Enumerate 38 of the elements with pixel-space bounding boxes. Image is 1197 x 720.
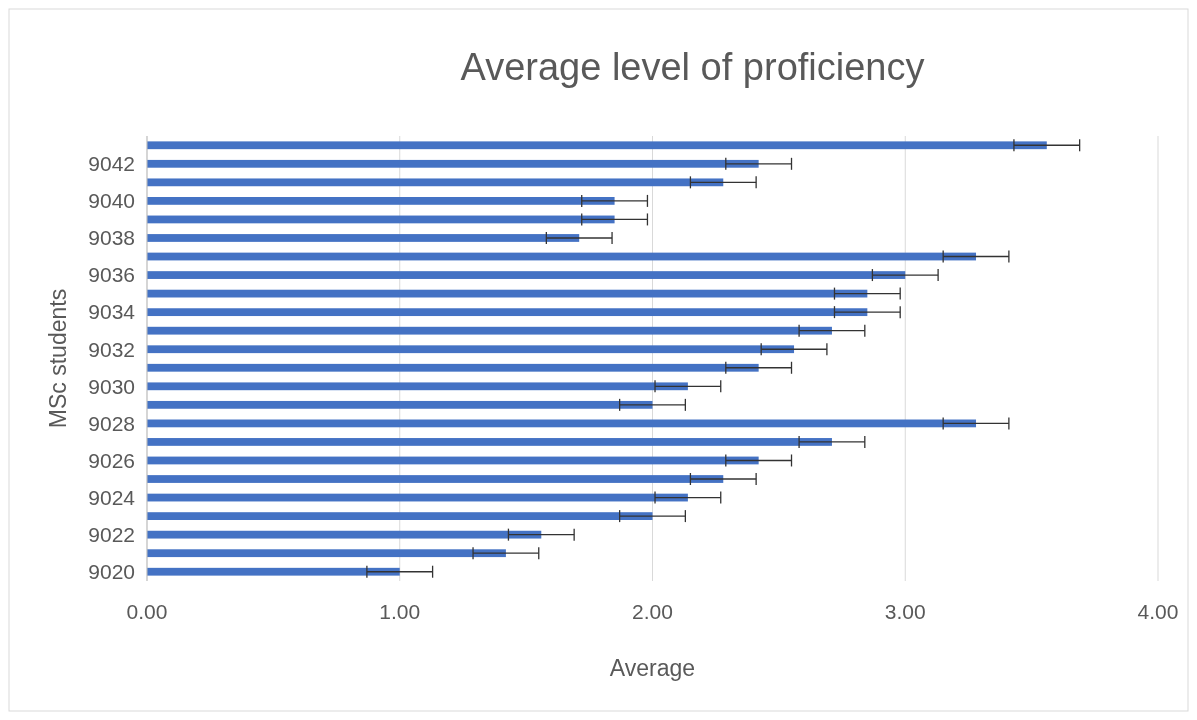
y-tick-label: 9022 bbox=[88, 523, 135, 546]
y-tick-label: 9024 bbox=[88, 485, 136, 509]
y-axis-title: MSc students bbox=[45, 288, 71, 429]
bar bbox=[147, 234, 580, 242]
y-tick-label: 9038 bbox=[88, 226, 135, 250]
y-tick-label: 9034 bbox=[88, 300, 136, 324]
y-tick-label: 9040 bbox=[88, 189, 135, 213]
y-tick-label: 9030 bbox=[88, 374, 135, 398]
bar bbox=[147, 567, 400, 576]
bar bbox=[147, 345, 795, 354]
bar bbox=[147, 159, 759, 168]
bar bbox=[147, 512, 653, 520]
x-tick-label: 1.00 bbox=[379, 600, 421, 623]
x-tick-label: 0.00 bbox=[126, 600, 168, 623]
bar bbox=[147, 382, 688, 391]
bar bbox=[147, 400, 653, 409]
y-tick-label: 9020 bbox=[88, 560, 135, 584]
bar bbox=[147, 271, 906, 279]
bar bbox=[147, 308, 868, 317]
bar bbox=[147, 326, 832, 335]
bar bbox=[147, 549, 506, 558]
x-tick-label: 4.00 bbox=[1137, 600, 1179, 623]
x-tick-label: 2.00 bbox=[632, 600, 673, 623]
bar bbox=[147, 438, 832, 446]
y-tick-label: 9032 bbox=[88, 337, 135, 361]
x-tick-label: 3.00 bbox=[884, 600, 926, 623]
x-axis-title: Average bbox=[609, 655, 696, 681]
bar bbox=[147, 363, 759, 372]
bar bbox=[147, 475, 724, 483]
bar bbox=[147, 141, 1047, 150]
chart-title: Average level of proficiency bbox=[460, 46, 925, 88]
bar bbox=[147, 197, 615, 205]
y-tick-label: 9036 bbox=[88, 263, 135, 287]
bar bbox=[147, 178, 724, 187]
y-tick-label: 9026 bbox=[88, 448, 135, 472]
y-tick-label: 9028 bbox=[88, 411, 135, 435]
y-tick-label: 9042 bbox=[88, 152, 135, 176]
bar bbox=[147, 530, 542, 539]
